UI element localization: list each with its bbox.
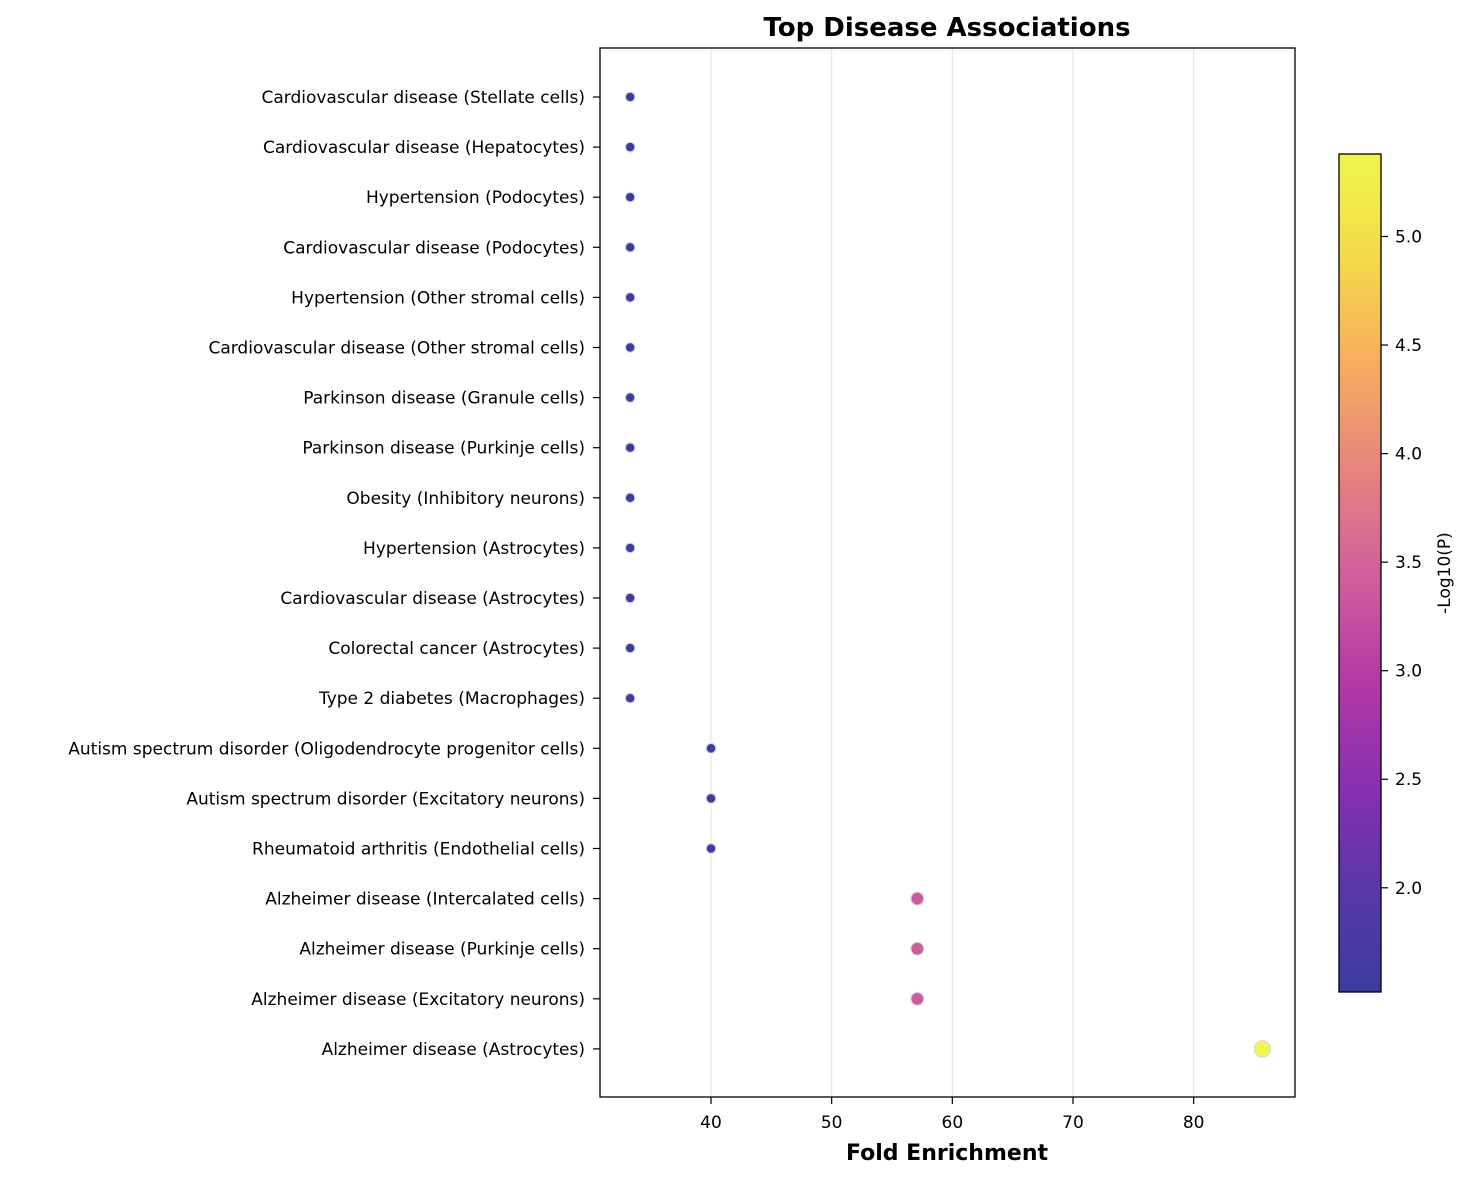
y-tick-label: Rheumatoid arthritis (Endothelial cells) [252,840,585,860]
data-point [624,642,636,654]
x-tick-label: 80 [1183,1113,1205,1133]
data-point [624,191,636,203]
y-tick-label: Cardiovascular disease (Stellate cells) [261,88,585,108]
data-point [624,342,636,353]
data-point [624,241,636,253]
colorbar-tick-label: 2.5 [1395,770,1422,790]
data-points [624,91,1272,1058]
data-point [624,91,636,103]
x-axis-ticks: 40 50 60 70 80 [700,1097,1204,1133]
colorbar-label: -Log10(P) [1435,532,1455,614]
data-point [624,292,636,303]
x-tick-label: 70 [1062,1113,1084,1133]
data-point [910,991,925,1006]
chart-title: Top Disease Associations [763,13,1130,43]
y-tick-label: Cardiovascular disease (Podocytes) [283,238,585,258]
y-tick-label: Alzheimer disease (Purkinje cells) [299,940,585,960]
data-point [624,542,636,554]
x-tick-label: 40 [700,1113,722,1133]
y-tick-label: Alzheimer disease (Excitatory neurons) [251,990,585,1010]
y-tick-label: Alzheimer disease (Astrocytes) [322,1040,585,1060]
y-tick-label: Autism spectrum disorder (Excitatory neu… [186,789,585,809]
y-tick-label: Parkinson disease (Granule cells) [303,389,585,409]
colorbar: 2.0 2.5 3.0 3.5 4.0 4.5 5.0 -Log10(P) [1338,153,1455,993]
colorbar-ticks: 2.0 2.5 3.0 3.5 4.0 4.5 5.0 [1381,227,1422,899]
y-tick-label: Hypertension (Other stromal cells) [291,288,585,308]
x-axis-label: Fold Enrichment [846,1141,1048,1166]
data-point [624,692,636,704]
y-tick-label: Cardiovascular disease (Hepatocytes) [263,138,585,158]
data-point [624,492,636,504]
data-point [624,592,636,604]
colorbar-tick-label: 3.5 [1395,553,1422,573]
data-point [1253,1040,1272,1058]
x-tick-label: 60 [942,1113,964,1133]
y-tick-label: Hypertension (Podocytes) [366,188,585,208]
y-tick-label: Alzheimer disease (Intercalated cells) [265,890,585,910]
colorbar-tick-label: 4.0 [1395,445,1422,465]
data-point [705,792,717,804]
y-tick-label: Colorectal cancer (Astrocytes) [328,639,585,659]
grid-lines [710,48,1195,1097]
data-point [705,843,717,854]
data-point [910,891,925,906]
colorbar-gradient [1338,153,1382,993]
data-point [624,392,636,404]
y-tick-label: Parkinson disease (Purkinje cells) [302,439,585,459]
data-point [705,742,717,754]
y-tick-label: Obesity (Inhibitory neurons) [346,489,585,509]
data-point [910,941,925,956]
y-axis-ticks: Cardiovascular disease (Stellate cells) C… [68,88,600,1060]
data-point [624,141,636,153]
y-tick-label: Type 2 diabetes (Macrophages) [318,689,585,709]
y-tick-label: Cardiovascular disease (Astrocytes) [280,589,585,609]
colorbar-tick-label: 5.0 [1395,227,1422,247]
y-tick-label: Hypertension (Astrocytes) [363,539,585,559]
x-tick-label: 50 [821,1113,843,1133]
y-tick-label: Autism spectrum disorder (Oligodendrocyt… [68,739,585,759]
colorbar-tick-label: 3.0 [1395,662,1422,682]
plot-frame [599,47,1296,1098]
data-point [624,442,636,454]
y-tick-label: Cardiovascular disease (Other stromal ce… [208,339,585,359]
colorbar-tick-label: 4.5 [1395,336,1422,356]
colorbar-tick-label: 2.0 [1395,879,1422,899]
